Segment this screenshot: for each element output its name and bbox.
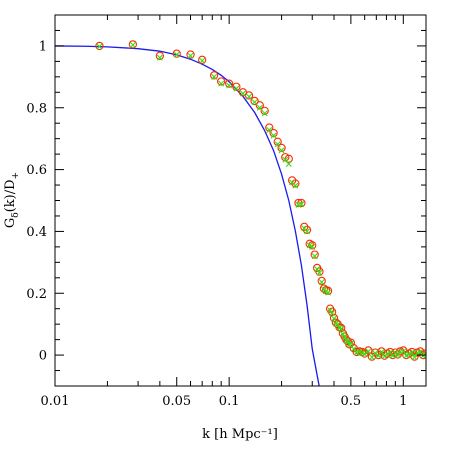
circle-marker bbox=[260, 106, 269, 115]
cross-marker bbox=[327, 307, 334, 314]
plot-frame bbox=[54, 14, 427, 387]
circle-marker bbox=[310, 250, 319, 259]
cross-marker bbox=[350, 345, 357, 352]
circle-marker bbox=[186, 50, 195, 59]
cross-marker bbox=[422, 351, 426, 358]
cross-marker bbox=[403, 352, 410, 359]
y-tick-label: 0.8 bbox=[26, 101, 47, 116]
cross-marker bbox=[344, 338, 351, 345]
cross-marker bbox=[274, 141, 281, 148]
circle-marker bbox=[255, 101, 264, 110]
circle-marker bbox=[269, 128, 278, 138]
circle-marker bbox=[297, 198, 306, 208]
circle-marker bbox=[198, 55, 207, 64]
circle-marker bbox=[232, 82, 241, 91]
y-axis-title-sub1: δ bbox=[11, 212, 21, 217]
circle-marker bbox=[277, 143, 286, 153]
y-tick-label: 0.4 bbox=[26, 225, 47, 240]
circle-marker bbox=[172, 49, 181, 58]
cross-marker bbox=[199, 57, 206, 64]
cross-marker bbox=[338, 325, 345, 332]
circle-marker bbox=[265, 123, 274, 132]
x-tick-label: 0.5 bbox=[341, 394, 362, 409]
cross-marker bbox=[270, 132, 277, 139]
y-tick-label: 1 bbox=[39, 39, 47, 54]
circle-marker bbox=[273, 137, 282, 146]
cross-marker bbox=[129, 42, 136, 48]
cross-marker bbox=[347, 340, 354, 347]
y-axis-title-sub2: + bbox=[11, 172, 21, 180]
circle-marker bbox=[128, 40, 138, 49]
y-axis-title-base: G bbox=[3, 218, 18, 228]
tick-layer bbox=[54, 14, 426, 387]
cross-marker bbox=[411, 354, 418, 361]
cross-marker bbox=[406, 351, 413, 358]
cross-marker bbox=[187, 52, 194, 59]
cross-marker bbox=[246, 93, 252, 100]
cross-marker bbox=[298, 201, 305, 208]
circle-marker bbox=[244, 91, 254, 100]
cross-marker bbox=[378, 349, 385, 355]
cross-marker bbox=[318, 279, 325, 286]
cross-marker bbox=[239, 90, 246, 97]
y-tick-label: 0.2 bbox=[26, 287, 47, 302]
cross-marker bbox=[304, 228, 311, 235]
cross-marker bbox=[341, 334, 348, 341]
cross-marker bbox=[233, 85, 240, 92]
circle-marker bbox=[250, 96, 259, 106]
cross-marker bbox=[400, 348, 407, 355]
y-tick-label: 0 bbox=[39, 349, 47, 364]
cross-marker bbox=[325, 289, 332, 296]
data-layer bbox=[55, 40, 426, 386]
cross-marker bbox=[329, 310, 336, 317]
x-tick-label: 1 bbox=[399, 394, 407, 409]
circle-marker bbox=[337, 323, 346, 333]
cross-marker bbox=[173, 51, 180, 58]
series-line-0 bbox=[55, 45, 320, 386]
cross-marker bbox=[266, 127, 273, 133]
x-tick-label: 0.1 bbox=[219, 394, 240, 409]
cross-marker bbox=[384, 351, 391, 358]
cross-marker bbox=[261, 110, 268, 117]
y-axis-title: Gδ(k)/D+ bbox=[3, 172, 21, 228]
y-tick-label: 0.6 bbox=[26, 163, 47, 178]
circle-marker bbox=[155, 51, 164, 60]
cross-marker bbox=[282, 156, 289, 163]
circle-marker bbox=[284, 154, 293, 163]
circle-marker bbox=[317, 276, 326, 286]
circle-marker bbox=[315, 267, 324, 276]
y-axis-title-mid: (k)/D bbox=[3, 179, 18, 212]
cross-marker bbox=[336, 324, 343, 331]
cross-marker bbox=[339, 331, 346, 338]
cross-marker bbox=[211, 73, 218, 80]
cross-marker bbox=[156, 54, 163, 61]
cross-marker bbox=[226, 82, 233, 89]
circle-marker bbox=[209, 71, 219, 80]
cross-marker bbox=[251, 99, 258, 106]
x-tick-label: 0.05 bbox=[162, 394, 191, 409]
x-tick-label: 0.01 bbox=[41, 394, 70, 409]
x-axis-title: k [h Mpc⁻¹] bbox=[202, 427, 278, 442]
cross-marker bbox=[218, 80, 225, 87]
cross-marker bbox=[331, 315, 337, 322]
circle-marker bbox=[388, 350, 397, 360]
cross-marker bbox=[314, 266, 321, 273]
cross-marker bbox=[361, 351, 368, 358]
circle-marker bbox=[217, 77, 226, 86]
cross-marker bbox=[311, 253, 318, 260]
cross-marker bbox=[292, 182, 299, 189]
label-layer: 0.01 0.05 0.1 0.5 1 0 0.2 0.4 0.6 0.8 1 bbox=[26, 39, 407, 409]
cross-marker bbox=[278, 147, 285, 154]
cross-marker bbox=[96, 43, 103, 50]
cross-marker bbox=[365, 348, 372, 355]
circle-marker bbox=[95, 41, 104, 51]
cross-marker bbox=[256, 104, 263, 111]
cross-marker bbox=[316, 269, 323, 276]
circle-marker bbox=[308, 241, 317, 250]
circle-marker bbox=[224, 79, 234, 88]
cross-marker bbox=[309, 243, 316, 250]
cross-marker bbox=[285, 161, 292, 168]
cross-marker bbox=[408, 349, 415, 356]
